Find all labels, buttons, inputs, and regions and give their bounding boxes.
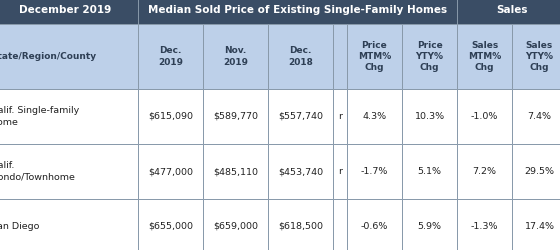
Bar — [512, 199, 560, 250]
Text: Dec.
2019: Dec. 2019 — [158, 46, 183, 66]
Text: Calif.
Condo/Townhome: Calif. Condo/Townhome — [0, 162, 75, 182]
Bar — [138, 199, 203, 250]
Bar — [268, 89, 333, 144]
Bar — [0, 89, 138, 144]
Bar — [138, 0, 457, 24]
Text: Price
MTM%
Chg: Price MTM% Chg — [358, 41, 391, 72]
Text: r: r — [338, 167, 342, 176]
Text: 7.2%: 7.2% — [473, 167, 497, 176]
Text: San Diego: San Diego — [0, 222, 39, 231]
Bar — [457, 24, 512, 89]
Text: $615,090: $615,090 — [148, 112, 193, 121]
Bar — [203, 144, 268, 199]
Text: $485,110: $485,110 — [213, 167, 258, 176]
Text: $453,740: $453,740 — [278, 167, 323, 176]
Text: r: r — [338, 112, 342, 121]
Bar — [0, 144, 138, 199]
Text: Nov.
2019: Nov. 2019 — [223, 46, 248, 66]
Text: 4.3%: 4.3% — [362, 112, 386, 121]
Text: Dec.
2018: Dec. 2018 — [288, 46, 313, 66]
Text: $477,000: $477,000 — [148, 167, 193, 176]
Bar — [347, 144, 402, 199]
Bar — [333, 89, 347, 144]
Text: $589,770: $589,770 — [213, 112, 258, 121]
Bar — [402, 24, 457, 89]
Bar — [457, 144, 512, 199]
Bar — [203, 24, 268, 89]
Bar — [268, 24, 333, 89]
Bar — [138, 144, 203, 199]
Bar — [347, 89, 402, 144]
Text: December 2019: December 2019 — [20, 5, 111, 15]
Text: Sales: Sales — [496, 5, 528, 15]
Text: Price
YTY%
Chg: Price YTY% Chg — [416, 41, 444, 72]
Text: 5.1%: 5.1% — [418, 167, 441, 176]
Text: -1.7%: -1.7% — [361, 167, 388, 176]
Bar — [268, 144, 333, 199]
Text: State/Region/County: State/Region/County — [0, 52, 96, 61]
Bar — [457, 89, 512, 144]
Bar — [203, 199, 268, 250]
Text: 10.3%: 10.3% — [414, 112, 445, 121]
Bar — [0, 199, 138, 250]
Bar — [138, 24, 203, 89]
Bar — [138, 89, 203, 144]
Bar — [402, 144, 457, 199]
Text: $557,740: $557,740 — [278, 112, 323, 121]
Text: $655,000: $655,000 — [148, 222, 193, 231]
Text: Median Sold Price of Existing Single-Family Homes: Median Sold Price of Existing Single-Fam… — [148, 5, 447, 15]
Bar — [402, 199, 457, 250]
Bar — [512, 89, 560, 144]
Bar — [402, 89, 457, 144]
Text: $618,500: $618,500 — [278, 222, 323, 231]
Bar — [347, 24, 402, 89]
Bar — [512, 144, 560, 199]
Bar — [203, 89, 268, 144]
Text: -1.0%: -1.0% — [471, 112, 498, 121]
Bar — [268, 199, 333, 250]
Bar — [457, 199, 512, 250]
Text: $659,000: $659,000 — [213, 222, 258, 231]
Bar — [512, 24, 560, 89]
Text: -0.6%: -0.6% — [361, 222, 388, 231]
Text: 7.4%: 7.4% — [528, 112, 552, 121]
Text: Sales
MTM%
Chg: Sales MTM% Chg — [468, 41, 501, 72]
Text: Calif. Single-family
home: Calif. Single-family home — [0, 106, 80, 126]
Bar — [333, 144, 347, 199]
Text: Sales
YTY%
Chg: Sales YTY% Chg — [525, 41, 553, 72]
Bar — [333, 199, 347, 250]
Text: 17.4%: 17.4% — [525, 222, 554, 231]
Bar — [0, 0, 138, 24]
Text: 5.9%: 5.9% — [418, 222, 441, 231]
Bar — [0, 24, 138, 89]
Text: 29.5%: 29.5% — [525, 167, 554, 176]
Bar — [347, 199, 402, 250]
Bar — [457, 0, 560, 24]
Text: -1.3%: -1.3% — [471, 222, 498, 231]
Bar — [333, 24, 347, 89]
